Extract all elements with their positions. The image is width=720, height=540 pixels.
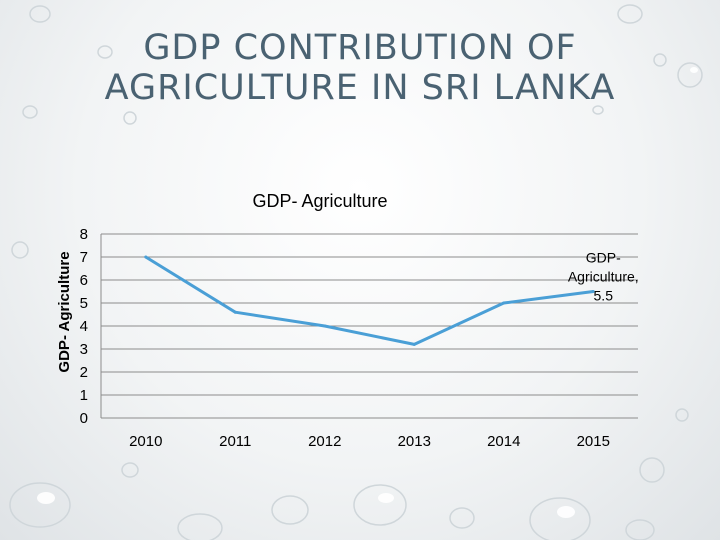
slide-title-line1: GDP CONTRIBUTION OF bbox=[143, 28, 577, 68]
series-line bbox=[144, 255, 594, 346]
x-tick-labels: 2010 2011 2012 2013 2014 2015 bbox=[129, 433, 610, 450]
y-tick-label: 3 bbox=[80, 341, 88, 358]
data-label: 5.5 bbox=[594, 288, 614, 304]
y-tick-label: 4 bbox=[80, 318, 88, 335]
data-label: Agriculture, bbox=[568, 269, 639, 285]
data-label-layer: GDP- Agriculture, 5.5 bbox=[568, 250, 639, 304]
x-tick-label: 2012 bbox=[308, 433, 341, 450]
y-tick-label: 5 bbox=[80, 295, 88, 312]
y-tick-label: 6 bbox=[80, 272, 88, 289]
data-point bbox=[233, 310, 237, 314]
y-tick-labels: 0 1 2 3 4 5 6 7 8 bbox=[80, 226, 88, 427]
data-point bbox=[412, 342, 416, 346]
data-label: GDP- bbox=[586, 250, 621, 266]
data-point bbox=[144, 255, 148, 259]
y-tick-label: 0 bbox=[80, 410, 88, 427]
x-tick-label: 2014 bbox=[487, 433, 520, 450]
gridlines bbox=[100, 233, 638, 419]
x-tick-label: 2013 bbox=[398, 433, 431, 450]
data-point bbox=[591, 290, 595, 293]
slide-title: GDP CONTRIBUTION OF AGRICULTURE IN SRI L… bbox=[60, 28, 660, 108]
x-tick-label: 2015 bbox=[577, 433, 610, 450]
x-tick-label: 2010 bbox=[129, 433, 162, 450]
x-tick-label: 2011 bbox=[219, 433, 251, 450]
slide-title-line2: AGRICULTURE IN SRI LANKA bbox=[104, 68, 616, 108]
data-point bbox=[502, 301, 506, 305]
data-point bbox=[323, 324, 327, 328]
y-tick-label: 7 bbox=[80, 249, 88, 266]
y-tick-label: 8 bbox=[80, 226, 88, 243]
y-tick-label: 1 bbox=[80, 387, 88, 404]
chart-title: GDP- Agriculture bbox=[252, 191, 388, 211]
series-layer bbox=[144, 255, 595, 346]
y-tick-label: 2 bbox=[80, 364, 88, 381]
